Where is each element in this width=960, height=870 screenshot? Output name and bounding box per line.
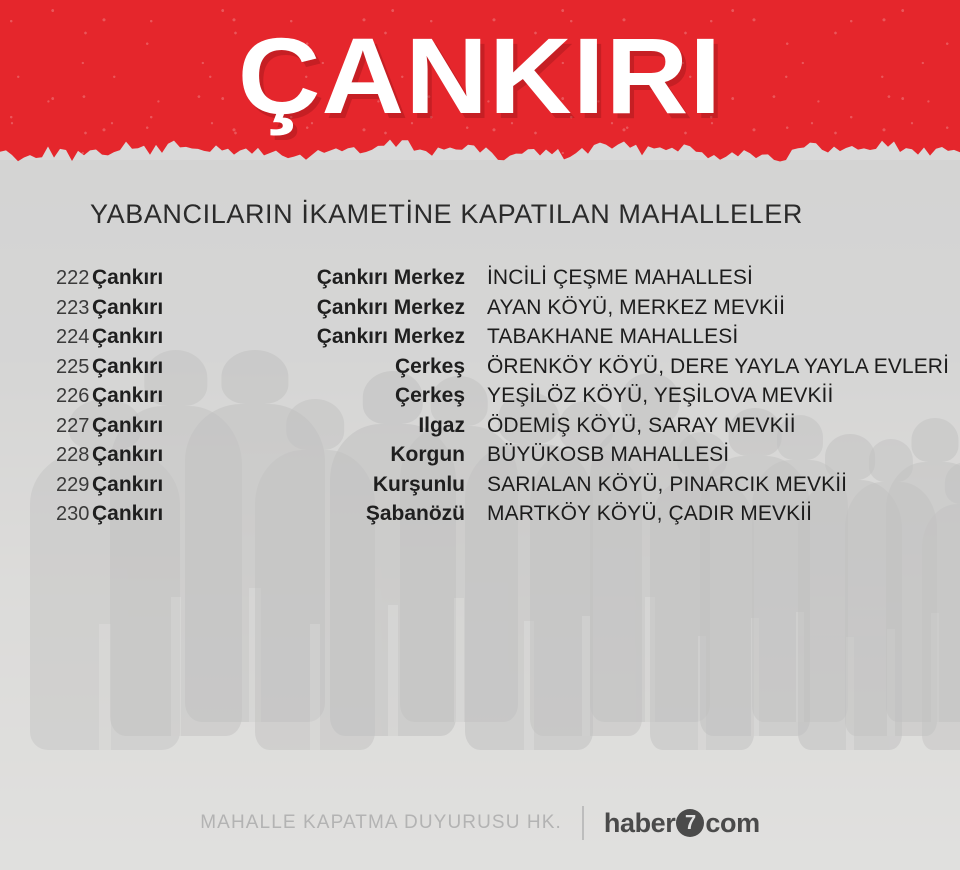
row-number: 230 <box>56 503 90 525</box>
row-city: Çankırı <box>92 413 164 437</box>
logo-suffix: com <box>705 807 760 838</box>
footer-divider <box>581 806 584 840</box>
row-city: Çankırı <box>92 502 164 525</box>
table-row: 227 Çankırı Ilgaz ÖDEMİŞ KÖYÜ, SARAY MEVKİİ <box>0 414 960 444</box>
red-banner: ÇANKIRI <box>0 0 960 172</box>
row-district: Çerkeş <box>394 384 465 407</box>
background-photo <box>0 160 960 870</box>
table-row: 222 Çankırı Çankırı Merkez İNCİLİ ÇEŞME MAH… <box>0 266 960 296</box>
table-row: 226 Çankırı Çerkeş YEŞİLÖZ KÖYÜ, YEŞİLOVA M… <box>0 384 960 414</box>
page-title: ÇANKIRI <box>237 15 723 136</box>
table-row: 223 Çankırı Çankırı Merkez AYAN KÖYÜ, MERKE… <box>0 296 960 326</box>
row-number: 222 <box>56 267 90 289</box>
row-number: 229 <box>56 473 90 496</box>
table-row: 229 Çankırı Kurşunlu SARIALAN KÖYÜ, PINARCI… <box>0 473 960 503</box>
row-neighborhood: İNCİLİ ÇEŞME MAHALLESİ <box>487 266 753 289</box>
row-city: Çankırı <box>92 472 164 496</box>
row-neighborhood: MARTKÖY KÖYÜ, ÇADIR MEVKİİ <box>487 502 813 525</box>
row-number: 227 <box>56 414 90 437</box>
row-district: Ilgaz <box>418 413 465 437</box>
row-district: Çerkeş <box>394 354 465 378</box>
row-city: Çankırı <box>92 384 164 407</box>
row-city: Çankırı <box>92 295 164 319</box>
row-number: 226 <box>56 385 90 407</box>
row-number: 223 <box>56 296 90 319</box>
logo-seven-icon: 7 <box>676 809 705 837</box>
row-neighborhood: YEŞİLÖZ KÖYÜ, YEŞİLOVA MEVKİİ <box>487 384 834 407</box>
footer: MAHALLE KAPATMA DUYURUSU HK. haber 7 com <box>0 806 960 840</box>
row-district: Korgun <box>390 443 465 466</box>
logo-prefix: haber <box>603 807 676 838</box>
row-city: Çankırı <box>92 325 164 348</box>
table-row: 228 Çankırı Korgun BÜYÜKOSB MAHALLESİ <box>0 443 960 473</box>
row-district: Çankırı Merkez <box>316 266 465 289</box>
closed-neighborhoods-table: 222 Çankırı Çankırı Merkez İNCİLİ ÇEŞME MAH… <box>0 266 960 532</box>
row-neighborhood: ÖRENKÖY KÖYÜ, DERE YAYLA YAYLA EVLERİ <box>487 354 950 378</box>
row-city: Çankırı <box>92 266 164 289</box>
table-row: 224 Çankırı Çankırı Merkez TABAKHANE MAHALL… <box>0 325 960 355</box>
banner-fill <box>0 0 960 172</box>
row-neighborhood: TABAKHANE MAHALLESİ <box>487 325 739 348</box>
row-neighborhood: AYAN KÖYÜ, MERKEZ MEVKİİ <box>487 295 786 319</box>
footer-note: MAHALLE KAPATMA DUYURUSU HK. <box>200 812 562 833</box>
row-district: Çankırı Merkez <box>316 325 465 348</box>
row-district: Çankırı Merkez <box>316 295 465 319</box>
row-neighborhood: BÜYÜKOSB MAHALLESİ <box>487 443 730 466</box>
row-number: 228 <box>56 444 90 466</box>
table-row: 230 Çankırı Şabanözü MARTKÖY KÖYÜ, ÇADIR ME… <box>0 502 960 532</box>
table-row: 225 Çankırı Çerkeş ÖRENKÖY KÖYÜ, DERE YAYLA… <box>0 355 960 385</box>
row-neighborhood: ÖDEMİŞ KÖYÜ, SARAY MEVKİİ <box>487 413 796 437</box>
row-neighborhood: SARIALAN KÖYÜ, PINARCIK MEVKİİ <box>487 472 848 496</box>
row-district: Şabanözü <box>365 502 465 525</box>
row-city: Çankırı <box>92 354 164 378</box>
haber7-logo[interactable]: haber 7 com <box>604 808 760 839</box>
row-district: Kurşunlu <box>372 472 465 496</box>
row-number: 224 <box>56 326 90 348</box>
row-number: 225 <box>56 355 90 378</box>
subtitle: YABANCILARIN İKAMETİNE KAPATILAN MAHALLE… <box>90 199 803 229</box>
crowd-figure <box>922 504 960 750</box>
row-city: Çankırı <box>92 443 164 466</box>
